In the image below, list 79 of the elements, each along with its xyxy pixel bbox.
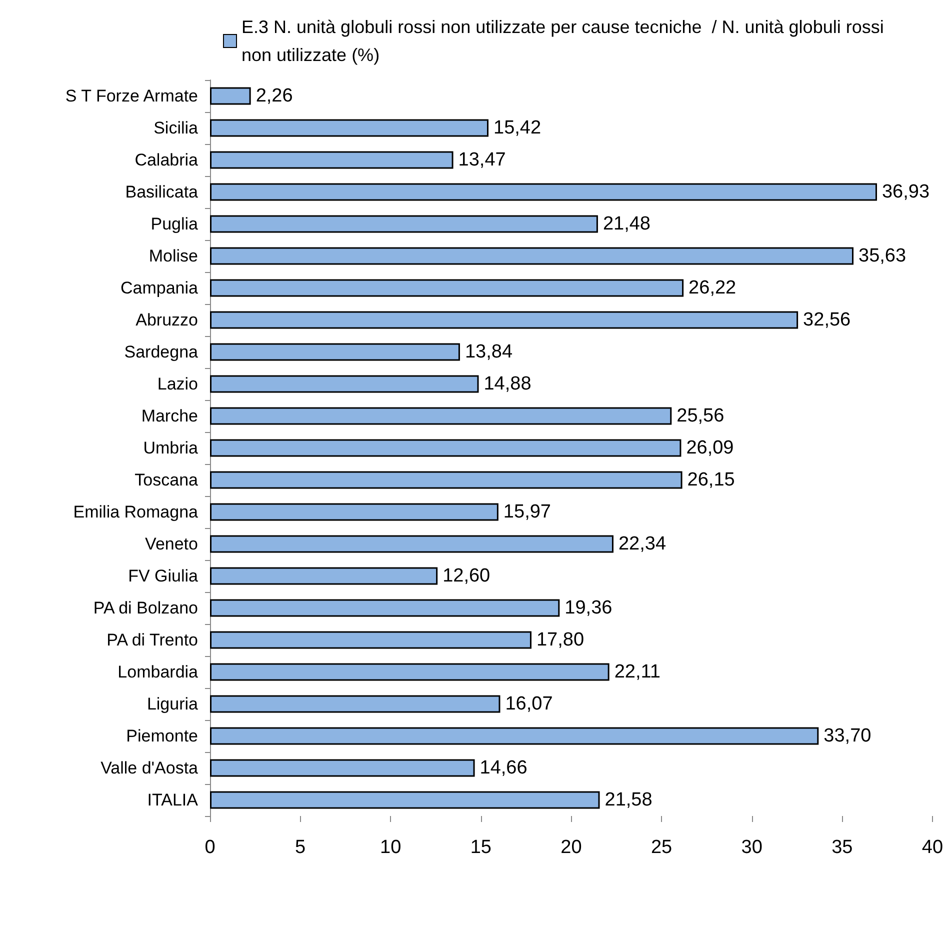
y-tick-label: Lazio <box>157 374 198 394</box>
bar <box>210 567 438 585</box>
y-tick-label: Toscana <box>134 470 199 490</box>
data-label: 14,66 <box>480 758 528 778</box>
data-label: 14,88 <box>484 374 532 394</box>
data-label: 25,56 <box>676 406 724 426</box>
y-tick-label: FV Giulia <box>128 566 199 586</box>
y-tick-label: Liguria <box>146 694 199 714</box>
data-label: 35,63 <box>858 246 906 266</box>
bar <box>210 87 251 105</box>
y-tick-label: Abruzzo <box>136 310 198 330</box>
data-label: 33,70 <box>824 726 872 746</box>
y-tick-label: PA di Trento <box>106 630 198 650</box>
y-tick-label: Sicilia <box>154 118 199 138</box>
data-label: 26,15 <box>687 470 735 490</box>
x-tick-label: 15 <box>470 837 492 858</box>
y-tick-label: Lombardia <box>118 662 199 682</box>
y-tick-label: Campania <box>120 278 199 298</box>
y-tick-label: Piemonte <box>126 726 198 746</box>
data-label: 15,42 <box>494 118 542 138</box>
data-label: 22,34 <box>618 534 666 554</box>
x-tick-label: 35 <box>832 837 853 858</box>
x-tick-label: 5 <box>295 837 306 858</box>
y-tick-label: Valle d'Aosta <box>100 758 199 778</box>
bar <box>210 279 684 297</box>
y-tick-label: Basilicata <box>125 182 199 202</box>
data-label: 17,80 <box>536 630 584 650</box>
bar <box>210 439 682 457</box>
data-label: 2,26 <box>256 86 293 106</box>
bar <box>210 471 682 489</box>
bar <box>210 183 877 201</box>
bar <box>210 631 532 649</box>
bar <box>210 599 560 617</box>
data-label: 32,56 <box>803 310 851 330</box>
y-tick-label: Emilia Romagna <box>73 502 199 522</box>
bar <box>210 759 475 777</box>
x-tick-label: 10 <box>380 837 402 858</box>
bar <box>210 503 498 521</box>
data-label: 16,07 <box>505 694 553 714</box>
y-tick-label: Calabria <box>134 150 199 170</box>
y-tick-label: Veneto <box>145 534 198 554</box>
data-label: 21,58 <box>604 790 652 810</box>
x-tick-label: 40 <box>922 837 944 858</box>
data-label: 15,97 <box>503 502 551 522</box>
bar <box>210 791 600 809</box>
data-label: 13,47 <box>458 150 506 170</box>
data-label: 19,36 <box>564 598 612 618</box>
bar <box>210 311 798 329</box>
bar <box>210 247 854 265</box>
bar <box>210 727 819 745</box>
bar <box>210 151 454 169</box>
y-tick-label: Umbria <box>143 438 199 458</box>
legend-label: E.3 N. unità globuli rossi non utilizzate per cause tecniche / N. unità globuli rossi non utilizzate (%) <box>242 17 889 65</box>
bar <box>210 407 672 425</box>
bar <box>210 343 460 361</box>
x-tick-label: 30 <box>741 837 762 858</box>
data-label: 21,48 <box>602 214 650 234</box>
bar <box>210 535 614 553</box>
data-label: 36,93 <box>882 182 930 202</box>
x-tick-label: 20 <box>560 837 582 858</box>
bar <box>210 119 488 137</box>
data-label: 22,11 <box>614 662 660 682</box>
x-tick-label: 25 <box>650 837 672 858</box>
data-label: 26,09 <box>686 438 734 458</box>
y-tick-label: Puglia <box>150 214 199 234</box>
data-label: 12,60 <box>442 566 490 586</box>
bar <box>210 695 500 713</box>
data-label: 13,84 <box>464 342 513 362</box>
x-tick-label: 0 <box>204 837 216 858</box>
bar <box>210 215 598 233</box>
bar <box>210 663 610 681</box>
y-tick-label: PA di Bolzano <box>93 598 198 618</box>
y-tick-label: S T Forze Armate <box>65 86 198 106</box>
bar <box>210 375 479 393</box>
y-tick-label: ITALIA <box>147 790 199 810</box>
y-tick-label: Marche <box>141 406 198 426</box>
y-tick-label: Sardegna <box>124 342 199 362</box>
data-label: 26,22 <box>688 278 736 298</box>
y-tick-label: Molise <box>148 246 198 266</box>
